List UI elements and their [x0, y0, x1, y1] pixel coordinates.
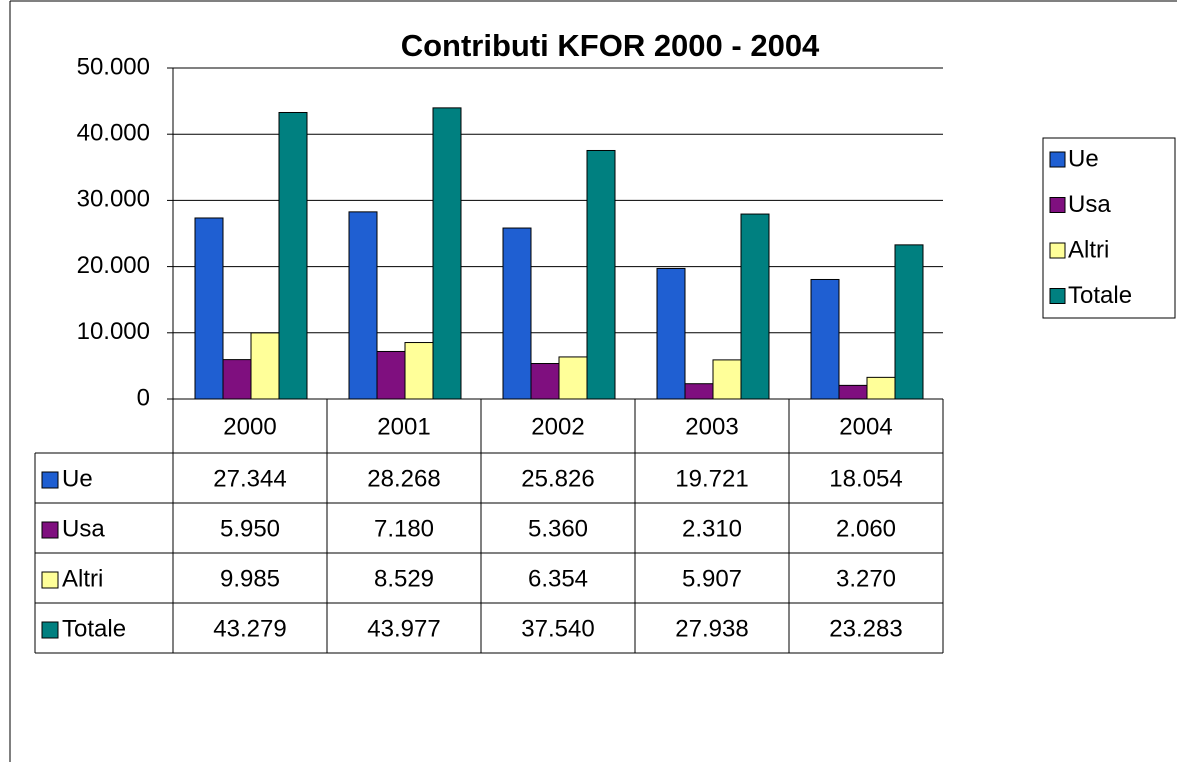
table-cell: 28.268 — [367, 465, 440, 492]
table-cell: 27.344 — [213, 465, 286, 492]
bar — [894, 244, 924, 400]
bar — [502, 227, 532, 400]
table-row-label: Altri — [62, 565, 103, 592]
table-swatch — [41, 471, 59, 489]
y-tick-label: 40.000 — [77, 120, 150, 147]
table-cell: 2.310 — [682, 515, 742, 542]
bar — [684, 383, 714, 400]
table-cell: 9.985 — [220, 565, 280, 592]
table-cell: 2.060 — [836, 515, 896, 542]
y-tick-label: 30.000 — [77, 186, 150, 213]
table-cell: 27.938 — [675, 615, 748, 642]
legend-swatch — [1049, 197, 1066, 213]
legend-swatch — [1049, 288, 1066, 304]
table-row-label: Ue — [62, 465, 93, 492]
table-cell: 5.950 — [220, 515, 280, 542]
table-swatch — [41, 521, 59, 539]
bar — [278, 111, 308, 400]
legend-swatch — [1049, 151, 1066, 168]
table-cell: 18.054 — [829, 465, 902, 492]
x-tick-label: 2000 — [223, 413, 276, 440]
x-tick-label: 2002 — [531, 413, 584, 440]
legend-label: Usa — [1068, 191, 1111, 218]
bar — [586, 149, 616, 400]
bar — [740, 213, 770, 400]
bar — [250, 332, 280, 400]
y-tick-label: 50.000 — [77, 53, 150, 80]
table-cell: 5.360 — [528, 515, 588, 542]
legend — [1042, 137, 1176, 319]
table-cell: 8.529 — [374, 565, 434, 592]
table-swatch — [41, 571, 59, 589]
table-cell: 43.279 — [213, 615, 286, 642]
bar — [656, 267, 686, 400]
legend-label: Totale — [1068, 282, 1132, 309]
table-swatch — [41, 621, 59, 639]
table-cell: 37.540 — [521, 615, 594, 642]
table-cell: 7.180 — [374, 515, 434, 542]
bar — [222, 359, 252, 400]
bar — [194, 217, 224, 400]
bar — [838, 384, 868, 400]
bar — [376, 350, 406, 400]
bar — [348, 211, 378, 400]
table-cell: 5.907 — [682, 565, 742, 592]
bar — [866, 376, 896, 400]
bar — [712, 359, 742, 400]
chart-title: Contributi KFOR 2000 - 2004 — [401, 28, 820, 63]
table-cell: 43.977 — [367, 615, 440, 642]
y-tick-label: 10.000 — [77, 318, 150, 345]
bar — [558, 356, 588, 400]
table-row-label: Totale — [62, 615, 126, 642]
table-cell: 19.721 — [675, 465, 748, 492]
bar — [530, 363, 560, 400]
bar — [404, 342, 434, 400]
y-tick-label: 0 — [137, 384, 150, 411]
table-cell: 3.270 — [836, 565, 896, 592]
legend-label: Altri — [1068, 236, 1109, 263]
x-tick-label: 2004 — [839, 413, 892, 440]
bar — [432, 107, 462, 400]
table-cell: 6.354 — [528, 565, 588, 592]
legend-label: Ue — [1068, 145, 1099, 172]
table-row-label: Usa — [62, 515, 105, 542]
table-cell: 25.826 — [521, 465, 594, 492]
legend-swatch — [1049, 242, 1066, 259]
bar — [810, 278, 840, 400]
table-cell: 23.283 — [829, 615, 902, 642]
y-tick-label: 20.000 — [77, 252, 150, 279]
x-tick-label: 2003 — [685, 413, 738, 440]
x-tick-label: 2001 — [377, 413, 430, 440]
